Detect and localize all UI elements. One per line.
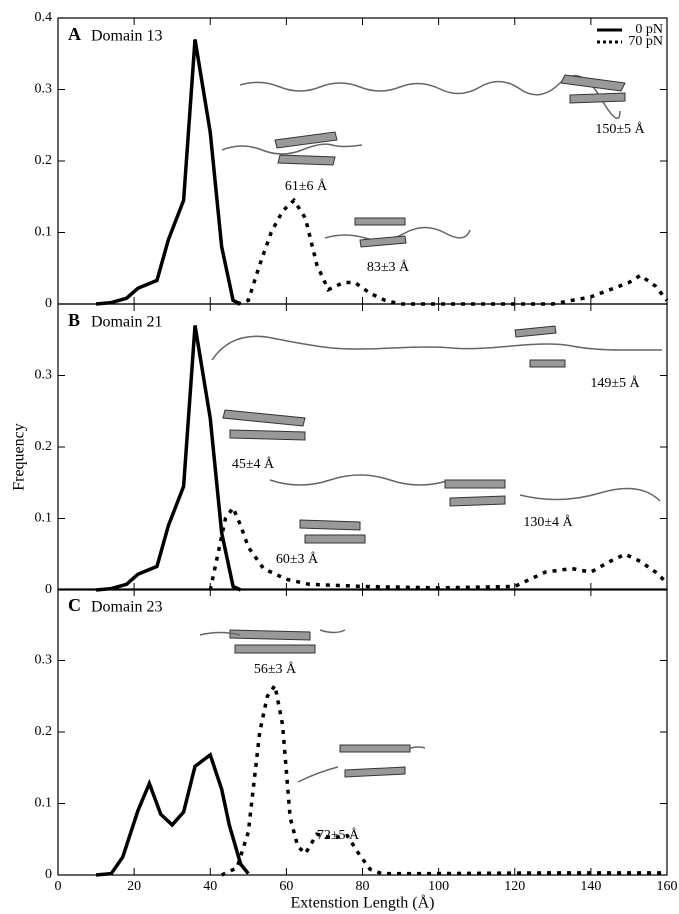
x-tick-label: 160 [657, 879, 678, 894]
annotation: 45±4 Å [232, 456, 275, 472]
protein-structure [211, 335, 662, 361]
y-axis-label: Frequency [11, 423, 28, 491]
x-tick-label: 100 [428, 879, 449, 894]
y-tick-label: 0.2 [35, 439, 53, 454]
y-tick-label: 0.1 [35, 511, 53, 526]
y-tick-label: 0.3 [35, 82, 53, 97]
y-tick-label: 0.3 [35, 368, 53, 383]
x-tick-label: 140 [580, 879, 601, 894]
series-line [208, 504, 669, 591]
protein-structure [324, 226, 471, 241]
y-tick-label: 0.4 [35, 10, 53, 25]
y-tick-label: 0 [45, 296, 52, 311]
protein-sheet [274, 131, 338, 166]
annotation: 72±5 Å [317, 827, 360, 843]
x-tick-label: 40 [203, 879, 217, 894]
legend-label: 70 pN [628, 34, 663, 49]
protein-sheet [514, 325, 566, 368]
protein-structure [221, 143, 363, 155]
y-tick-label: 0.3 [35, 653, 53, 668]
annotation: 83±3 Å [367, 259, 410, 275]
protein-sheet [354, 217, 407, 248]
legend-label: 0 pN [635, 22, 663, 37]
protein-sheet [339, 744, 411, 778]
panel-label: C [68, 595, 81, 615]
annotation: 130±4 Å [523, 514, 573, 530]
x-tick-label: 0 [55, 879, 62, 894]
protein-structure [199, 629, 346, 636]
series-line [236, 197, 669, 306]
plot-frame [57, 17, 668, 305]
panel-title: Domain 21 [91, 314, 163, 331]
plot-frame [57, 588, 668, 876]
protein-sheet [444, 479, 506, 507]
series-line [95, 752, 250, 877]
annotation: 61±6 Å [285, 178, 328, 194]
structure-illustrations [199, 74, 662, 783]
protein-sheet [299, 519, 366, 544]
y-tick-label: 0.2 [35, 724, 53, 739]
y-tick-label: 0 [45, 582, 52, 597]
annotation: 56±3 Å [254, 661, 297, 677]
annotation: 149±5 Å [590, 375, 640, 391]
annotation: 60±3 Å [276, 551, 319, 567]
y-tick-label: 0.1 [35, 225, 53, 240]
panel-label: B [68, 310, 80, 330]
y-tick-label: 0 [45, 867, 52, 882]
protein-structure [297, 746, 426, 783]
protein-sheet [222, 409, 306, 441]
series-line [95, 39, 242, 306]
x-tick-label: 120 [504, 879, 525, 894]
protein-sheet [560, 74, 626, 104]
x-tick-label: 20 [127, 879, 141, 894]
y-tick-label: 0.2 [35, 153, 53, 168]
series-line [95, 325, 242, 592]
panel-title: Domain 23 [91, 599, 163, 616]
protein-structure [269, 474, 661, 502]
x-tick-label: 80 [356, 879, 370, 894]
x-tick-label: 60 [279, 879, 293, 894]
annotation: 150±5 Å [595, 121, 645, 137]
panel-label: A [68, 24, 81, 44]
y-tick-label: 0.1 [35, 796, 53, 811]
panel-title: Domain 13 [91, 28, 163, 45]
series-line [220, 681, 667, 877]
protein-sheet [229, 629, 316, 654]
x-axis-label: Extenstion Length (Å) [291, 894, 435, 912]
